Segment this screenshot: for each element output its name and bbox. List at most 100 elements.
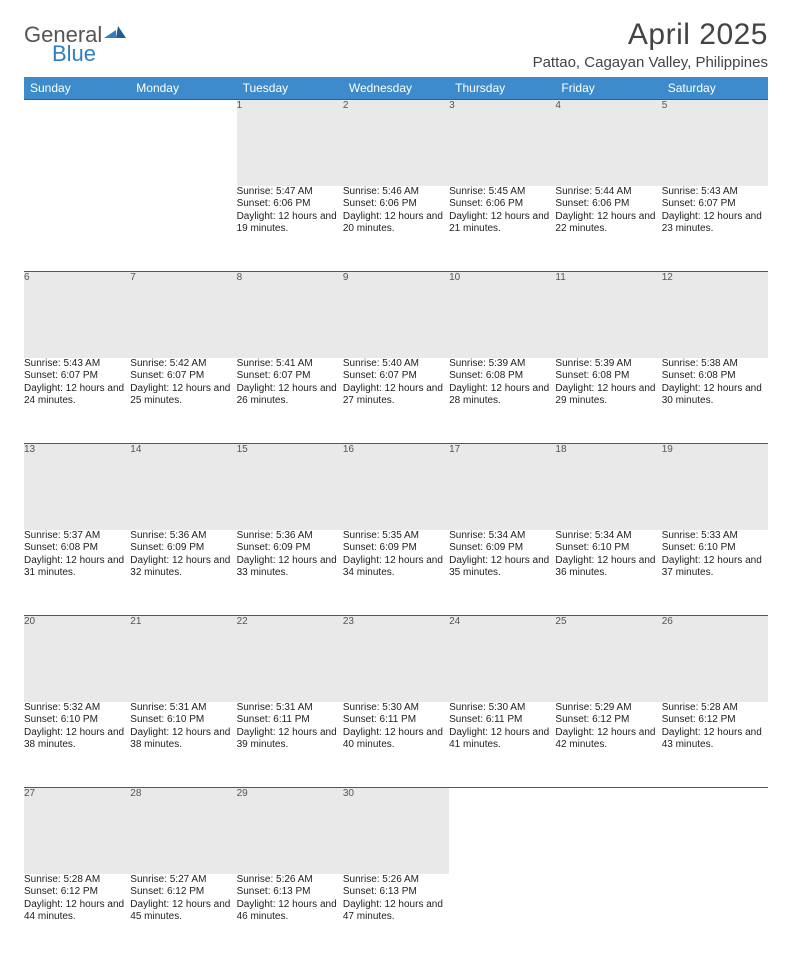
day-number-cell — [449, 788, 555, 874]
day-number-cell: 25 — [555, 616, 661, 702]
daylight-text: Daylight: 12 hours and 22 minutes. — [555, 211, 661, 236]
header: General Blue April 2025 Pattao, Cagayan … — [24, 18, 768, 71]
sunset-text: Sunset: 6:11 PM — [343, 714, 449, 727]
day-number-cell: 20 — [24, 616, 130, 702]
day-number-cell: 14 — [130, 444, 236, 530]
daylight-text: Daylight: 12 hours and 29 minutes. — [555, 383, 661, 408]
weekday-header: Friday — [555, 77, 661, 100]
daylight-text: Daylight: 12 hours and 23 minutes. — [662, 211, 768, 236]
day-number-cell: 9 — [343, 272, 449, 358]
title-block: April 2025 Pattao, Cagayan Valley, Phili… — [533, 18, 768, 71]
daynum-row: 6789101112 — [24, 272, 768, 358]
day-detail-cell: Sunrise: 5:39 AMSunset: 6:08 PMDaylight:… — [555, 358, 661, 444]
sunset-text: Sunset: 6:10 PM — [130, 714, 236, 727]
day-number-cell: 5 — [662, 100, 768, 186]
day-detail-cell: Sunrise: 5:44 AMSunset: 6:06 PMDaylight:… — [555, 186, 661, 272]
day-detail-cell: Sunrise: 5:46 AMSunset: 6:06 PMDaylight:… — [343, 186, 449, 272]
day-number-cell: 6 — [24, 272, 130, 358]
sunset-text: Sunset: 6:06 PM — [237, 198, 343, 211]
sunrise-text: Sunrise: 5:39 AM — [555, 358, 661, 371]
daylight-text: Daylight: 12 hours and 45 minutes. — [130, 899, 236, 924]
sunset-text: Sunset: 6:08 PM — [555, 370, 661, 383]
day-detail-cell: Sunrise: 5:42 AMSunset: 6:07 PMDaylight:… — [130, 358, 236, 444]
sunset-text: Sunset: 6:07 PM — [662, 198, 768, 211]
sunrise-text: Sunrise: 5:34 AM — [555, 530, 661, 543]
day-number-cell: 16 — [343, 444, 449, 530]
sunset-text: Sunset: 6:10 PM — [24, 714, 130, 727]
weekday-header-row: Sunday Monday Tuesday Wednesday Thursday… — [24, 77, 768, 100]
sunset-text: Sunset: 6:08 PM — [662, 370, 768, 383]
day-number-cell: 30 — [343, 788, 449, 874]
day-detail-cell: Sunrise: 5:47 AMSunset: 6:06 PMDaylight:… — [237, 186, 343, 272]
day-number-cell: 27 — [24, 788, 130, 874]
daylight-text: Daylight: 12 hours and 34 minutes. — [343, 555, 449, 580]
daylight-text: Daylight: 12 hours and 39 minutes. — [237, 727, 343, 752]
day-number-cell — [130, 100, 236, 186]
brand-logo: General Blue — [24, 18, 126, 70]
brand-mark-icon — [104, 24, 126, 43]
day-detail-cell: Sunrise: 5:26 AMSunset: 6:13 PMDaylight:… — [237, 874, 343, 960]
sunset-text: Sunset: 6:06 PM — [343, 198, 449, 211]
day-number-cell: 24 — [449, 616, 555, 702]
detail-row: Sunrise: 5:47 AMSunset: 6:06 PMDaylight:… — [24, 186, 768, 272]
sunrise-text: Sunrise: 5:41 AM — [237, 358, 343, 371]
daylight-text: Daylight: 12 hours and 31 minutes. — [24, 555, 130, 580]
sunrise-text: Sunrise: 5:27 AM — [130, 874, 236, 887]
sunrise-text: Sunrise: 5:40 AM — [343, 358, 449, 371]
detail-row: Sunrise: 5:32 AMSunset: 6:10 PMDaylight:… — [24, 702, 768, 788]
sunset-text: Sunset: 6:07 PM — [343, 370, 449, 383]
day-detail-cell: Sunrise: 5:35 AMSunset: 6:09 PMDaylight:… — [343, 530, 449, 616]
sunrise-text: Sunrise: 5:29 AM — [555, 702, 661, 715]
sunset-text: Sunset: 6:12 PM — [130, 886, 236, 899]
daynum-row: 13141516171819 — [24, 444, 768, 530]
day-detail-cell: Sunrise: 5:43 AMSunset: 6:07 PMDaylight:… — [24, 358, 130, 444]
day-detail-cell: Sunrise: 5:29 AMSunset: 6:12 PMDaylight:… — [555, 702, 661, 788]
sunset-text: Sunset: 6:07 PM — [24, 370, 130, 383]
day-detail-cell — [449, 874, 555, 960]
daylight-text: Daylight: 12 hours and 28 minutes. — [449, 383, 555, 408]
sunrise-text: Sunrise: 5:47 AM — [237, 186, 343, 199]
sunset-text: Sunset: 6:09 PM — [237, 542, 343, 555]
day-number-cell: 12 — [662, 272, 768, 358]
sunset-text: Sunset: 6:10 PM — [555, 542, 661, 555]
day-number-cell — [555, 788, 661, 874]
day-number-cell — [662, 788, 768, 874]
daylight-text: Daylight: 12 hours and 27 minutes. — [343, 383, 449, 408]
daylight-text: Daylight: 12 hours and 33 minutes. — [237, 555, 343, 580]
sunrise-text: Sunrise: 5:28 AM — [24, 874, 130, 887]
day-number-cell: 17 — [449, 444, 555, 530]
day-detail-cell: Sunrise: 5:27 AMSunset: 6:12 PMDaylight:… — [130, 874, 236, 960]
day-detail-cell: Sunrise: 5:28 AMSunset: 6:12 PMDaylight:… — [24, 874, 130, 960]
weekday-header: Sunday — [24, 77, 130, 100]
sunrise-text: Sunrise: 5:31 AM — [130, 702, 236, 715]
day-detail-cell: Sunrise: 5:30 AMSunset: 6:11 PMDaylight:… — [343, 702, 449, 788]
day-detail-cell: Sunrise: 5:43 AMSunset: 6:07 PMDaylight:… — [662, 186, 768, 272]
sunset-text: Sunset: 6:12 PM — [24, 886, 130, 899]
sunset-text: Sunset: 6:10 PM — [662, 542, 768, 555]
daylight-text: Daylight: 12 hours and 38 minutes. — [130, 727, 236, 752]
sunset-text: Sunset: 6:13 PM — [343, 886, 449, 899]
daylight-text: Daylight: 12 hours and 21 minutes. — [449, 211, 555, 236]
sunrise-text: Sunrise: 5:30 AM — [343, 702, 449, 715]
daylight-text: Daylight: 12 hours and 26 minutes. — [237, 383, 343, 408]
weekday-header: Tuesday — [237, 77, 343, 100]
calendar-table: Sunday Monday Tuesday Wednesday Thursday… — [24, 77, 768, 960]
sunset-text: Sunset: 6:13 PM — [237, 886, 343, 899]
day-number-cell: 2 — [343, 100, 449, 186]
sunset-text: Sunset: 6:09 PM — [130, 542, 236, 555]
sunset-text: Sunset: 6:11 PM — [449, 714, 555, 727]
sunset-text: Sunset: 6:06 PM — [555, 198, 661, 211]
daylight-text: Daylight: 12 hours and 20 minutes. — [343, 211, 449, 236]
brand-word2: Blue — [52, 41, 96, 66]
sunrise-text: Sunrise: 5:45 AM — [449, 186, 555, 199]
day-detail-cell: Sunrise: 5:26 AMSunset: 6:13 PMDaylight:… — [343, 874, 449, 960]
day-number-cell: 13 — [24, 444, 130, 530]
day-number-cell: 11 — [555, 272, 661, 358]
sunrise-text: Sunrise: 5:38 AM — [662, 358, 768, 371]
weekday-header: Wednesday — [343, 77, 449, 100]
day-number-cell: 8 — [237, 272, 343, 358]
sunset-text: Sunset: 6:09 PM — [449, 542, 555, 555]
day-detail-cell: Sunrise: 5:31 AMSunset: 6:11 PMDaylight:… — [237, 702, 343, 788]
sunrise-text: Sunrise: 5:34 AM — [449, 530, 555, 543]
detail-row: Sunrise: 5:43 AMSunset: 6:07 PMDaylight:… — [24, 358, 768, 444]
